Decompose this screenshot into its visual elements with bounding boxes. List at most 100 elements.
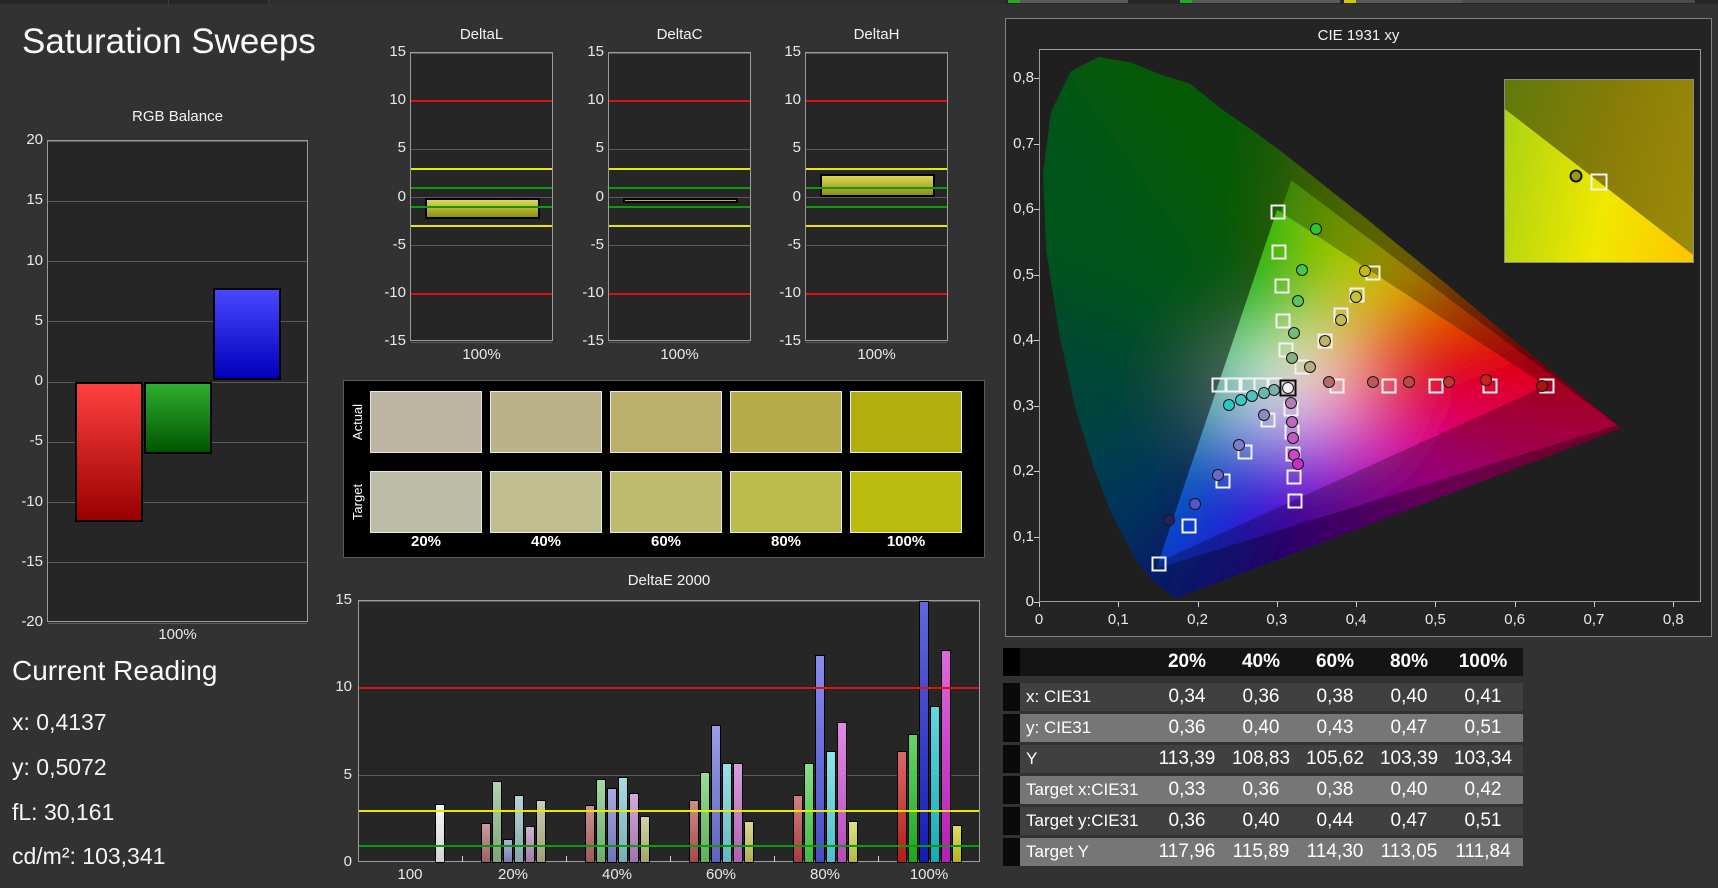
table-value-cell: 0,42 <box>1464 779 1502 800</box>
deltah-xlabel: 100% <box>857 346 896 363</box>
deltal-title: DeltaL <box>459 26 504 43</box>
cie-1931-plot <box>1039 49 1701 602</box>
table-row-label: x: CIE31 <box>1026 687 1092 706</box>
table-value-cell: 113,05 <box>1380 841 1438 862</box>
deltae2000-chart[interactable] <box>358 600 980 863</box>
target-swatch-100% <box>850 471 962 533</box>
deltac-title: DeltaC <box>656 26 703 43</box>
cie-measured-point-blue <box>1189 497 1202 510</box>
x-axis-tick-label: 0,6 <box>1504 611 1526 628</box>
x-axis-tick <box>670 856 671 862</box>
y-axis-tick-label: 15 <box>389 43 406 60</box>
x-axis-tick-label: 0,5 <box>1424 611 1446 628</box>
cie-target-marker-green <box>1278 342 1294 358</box>
table-row-label: Y <box>1026 749 1038 768</box>
x-axis-tick <box>1118 602 1120 607</box>
reference-line <box>411 206 552 209</box>
rgb-balance-chart[interactable] <box>47 140 308 624</box>
table-header-cell: 60% <box>1315 651 1355 672</box>
table-value-cell: 105,62 <box>1305 748 1365 769</box>
deltal-chart[interactable] <box>410 52 553 343</box>
deltae-bar-80%-0 <box>793 794 803 863</box>
x-axis-tick <box>462 856 463 862</box>
reference-line <box>806 100 947 103</box>
gridline <box>48 321 307 323</box>
cie-measured-point-yellow <box>1319 335 1332 348</box>
y-axis-tick <box>1034 274 1039 276</box>
cie-measured-point-yellow <box>1359 264 1372 277</box>
deltae-bar-20%-3 <box>514 794 524 863</box>
swatch-column-label: 60% <box>650 533 682 550</box>
table-value-cell: 0,51 <box>1464 810 1502 831</box>
gridline <box>609 341 750 343</box>
gridline <box>48 562 307 564</box>
y-axis-tick-label: 20 <box>26 131 43 148</box>
cie-target-marker-green <box>1271 244 1287 260</box>
deltae-bar-100%-4 <box>941 649 951 863</box>
table-value-cell: 115,89 <box>1232 841 1290 862</box>
table-corner-cell <box>1003 648 1020 676</box>
deltae-bar-40%-5 <box>640 815 650 863</box>
deltae-bar-80%-3 <box>826 751 836 863</box>
y-axis-tick-label: -10 <box>384 283 406 301</box>
table-value-cell: 0,38 <box>1316 779 1354 800</box>
cie-measured-point-cyan <box>1246 390 1259 403</box>
y-axis-tick-label: 10 <box>784 91 801 109</box>
y-axis-tick-label: -10 <box>21 492 43 510</box>
x-axis-group-label: 40% <box>601 866 633 883</box>
y-axis-tick <box>1034 143 1039 145</box>
cie-target-marker-green <box>1275 313 1291 329</box>
swatch-comparison-panel[interactable]: Actual Target 20% 40% 60% 80% 100% <box>343 380 985 558</box>
cie-target-marker-green <box>1274 278 1290 294</box>
target-swatch-20% <box>370 471 482 533</box>
gridline <box>48 140 307 142</box>
cie-1931-panel[interactable]: CIE 1931 xy <box>1005 18 1712 637</box>
cie-target-marker-magenta <box>1287 493 1303 509</box>
y-axis-tick-label: 10 <box>389 91 406 109</box>
deltah-chart[interactable] <box>805 52 948 343</box>
deltae-bar-20%-1 <box>492 780 502 863</box>
y-axis-tick-label: -15 <box>779 332 801 349</box>
cie-measured-point-red <box>1443 375 1456 388</box>
y-axis-tick-label: -15 <box>384 332 406 349</box>
deltae-bar-20%-5 <box>536 800 546 863</box>
toolbar-slider-fragment <box>1192 0 1340 3</box>
y-axis-tick-label: -10 <box>779 283 801 301</box>
toolbar-tab-fragment[interactable] <box>169 0 269 4</box>
y-axis-tick-label: 10 <box>26 251 43 269</box>
deltac-chart[interactable] <box>608 52 751 343</box>
deltae-bar-40%-1 <box>596 779 606 863</box>
y-axis-tick <box>1034 471 1039 473</box>
x-axis-tick <box>1514 602 1516 607</box>
y-axis-tick-label: 5 <box>792 139 801 157</box>
deltae-bar-60%-2 <box>711 725 721 863</box>
table-row: Target x:CIE31 0,33 0,36 0,38 0,40 0,42 <box>1003 776 1523 804</box>
gridline <box>411 245 552 247</box>
cie-measured-point-red <box>1323 376 1336 389</box>
target-swatch-40% <box>490 471 602 533</box>
toolbar-tab-fragment[interactable] <box>0 0 169 4</box>
reference-line <box>411 186 552 189</box>
current-reading-cdm2: cd/m²: 103,341 <box>12 843 166 869</box>
cie-measured-point-yellow <box>1335 314 1348 327</box>
cie-yellow-zoom-inset[interactable] <box>1504 79 1694 263</box>
gridline <box>806 197 947 198</box>
deltae-bar-20%-0 <box>481 822 491 863</box>
y-axis-tick-label: 15 <box>587 43 604 60</box>
actual-swatch-60% <box>610 391 722 453</box>
cie-markers-layer <box>1040 50 1702 603</box>
cie-measured-point-green <box>1309 223 1322 236</box>
cie-whitepoint-target-marker <box>1279 379 1297 397</box>
x-axis-tick <box>566 856 567 862</box>
toolbar-slider-fragment <box>1356 0 1462 3</box>
gridline <box>359 600 979 602</box>
toolbar-slider-fragment <box>1020 0 1128 3</box>
deltae-bar-40%-4 <box>629 793 639 863</box>
deltae-bar-80%-2 <box>815 655 825 863</box>
table-value-cell: 0,44 <box>1316 810 1354 831</box>
y-axis-tick <box>1034 536 1039 538</box>
table-row: y: CIE31 0,36 0,40 0,43 0,47 0,51 <box>1003 714 1523 742</box>
cie-title: CIE 1931 xy <box>1317 27 1400 44</box>
y-axis-tick-label: -20 <box>21 613 43 630</box>
